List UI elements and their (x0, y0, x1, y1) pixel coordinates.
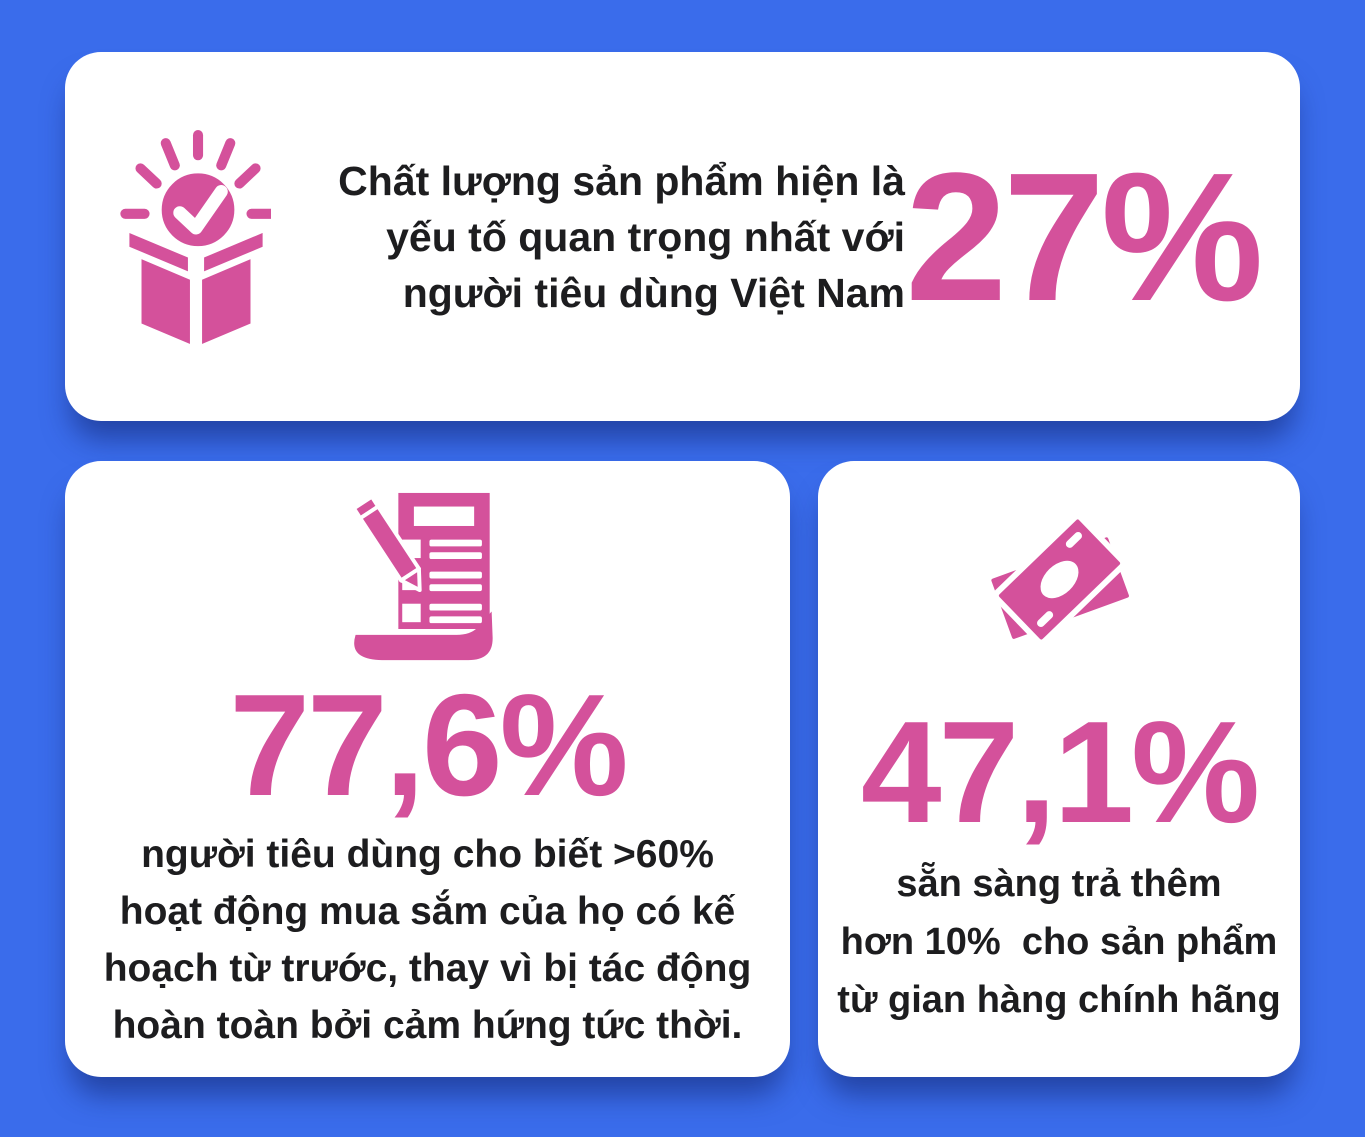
card-product-quality: Chất lượng sản phẩm hiện là yếu tố quan … (65, 52, 1300, 421)
checklist-pencil-icon (340, 491, 515, 663)
statement-line: yếu tố quan trọng nhất với (386, 213, 905, 260)
statement-line: Chất lượng sản phẩm hiện là (338, 157, 905, 204)
stat-value-planning: 77,6% (229, 664, 628, 826)
statement-line: hoạch từ trước, thay vì bị tác động (103, 947, 752, 990)
stat-value-quality: 27% (905, 134, 1263, 339)
statement-line: hoàn toàn bởi cảm hứng tức thời. (112, 1004, 743, 1047)
premium-statement: sẵn sàng trả thêm hơn 10% cho sản phẩm t… (837, 855, 1280, 1029)
statement-line: người tiêu dùng cho biết >60% (141, 833, 714, 876)
quality-statement: Chất lượng sản phẩm hiện là yếu tố quan … (330, 153, 905, 321)
quality-box-check-icon (115, 127, 275, 347)
stat-value-premium: 47,1% (860, 691, 1260, 853)
card-planned-shopping: 77,6% người tiêu dùng cho biết >60% hoạt… (65, 461, 790, 1077)
statement-line: hơn 10% cho sản phẩm (840, 921, 1278, 963)
statement-line: người tiêu dùng Việt Nam (402, 269, 905, 316)
planning-statement: người tiêu dùng cho biết >60% hoạt động … (104, 826, 752, 1054)
banknotes-icon (977, 497, 1142, 662)
statement-line: từ gian hàng chính hãng (837, 979, 1281, 1021)
statement-line: hoạt động mua sắm của họ có kế (119, 890, 736, 933)
statement-line: sẵn sàng trả thêm (896, 863, 1222, 905)
card-premium-willingness: 47,1% sẵn sàng trả thêm hơn 10% cho sản … (818, 461, 1300, 1077)
